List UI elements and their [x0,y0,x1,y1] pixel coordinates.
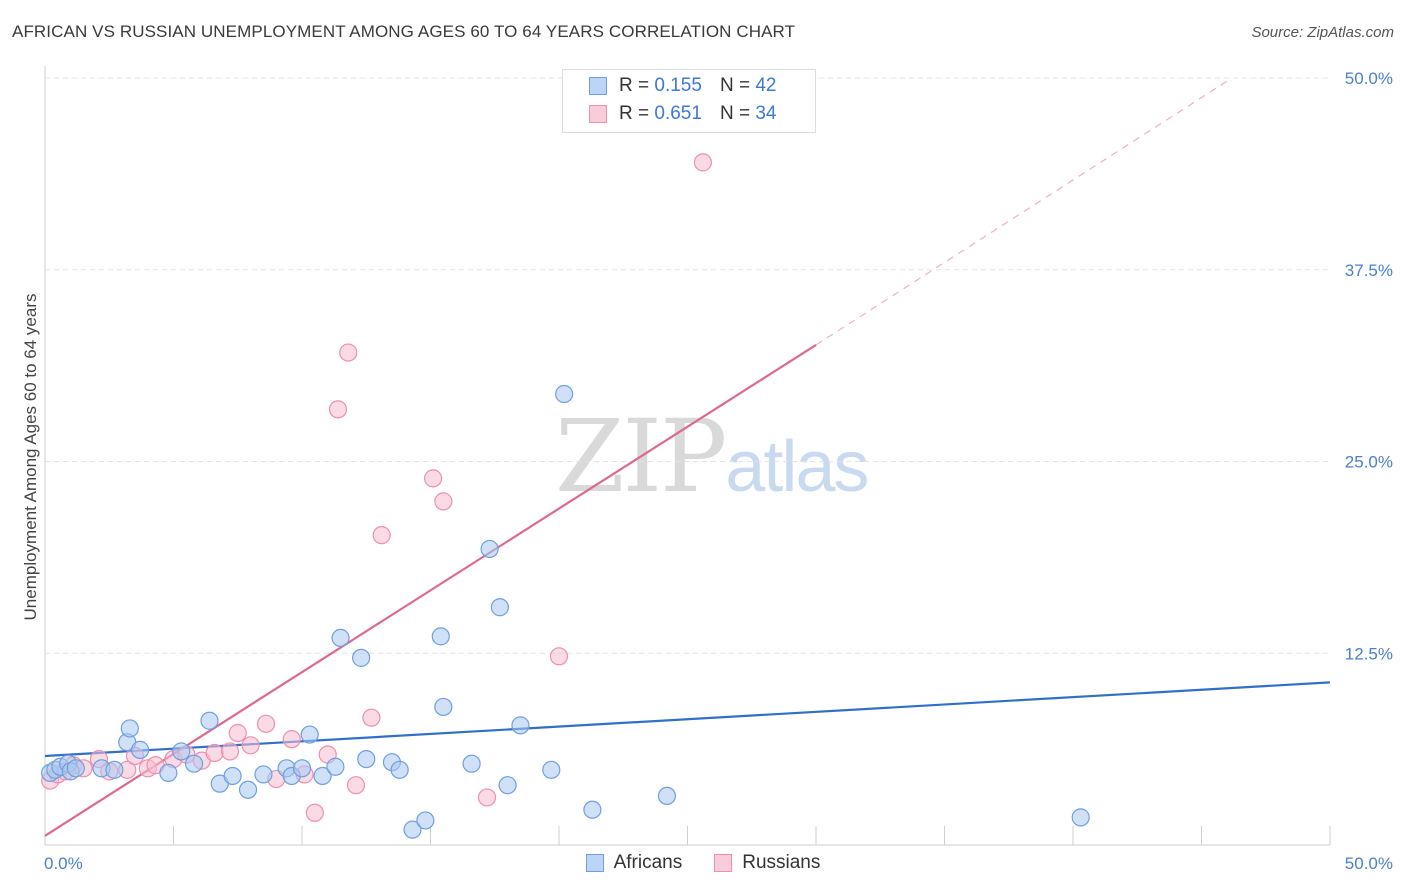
russians-point [256,714,276,733]
legend-row-russians: R = 0.651 N = 34 [589,101,776,127]
legend-n-value: 42 [755,75,777,96]
stats-legend: R = 0.155 N = 42 R = 0.651 N = 34 [562,69,816,133]
legend-africans-label: Africans [613,852,683,873]
africans-point [238,780,258,799]
legend-r-label: R = [619,75,650,96]
legend-item-africans[interactable]: Africans [585,852,683,874]
africans-point [434,697,453,717]
russians-point [339,343,358,362]
trend-lines [44,80,1331,837]
africans-trend-line [44,681,1331,758]
africans-point [583,800,602,819]
russians-point [205,743,224,763]
russians-swatch [589,105,607,123]
x-tick-label: 0.0% [44,854,83,873]
africans-point [498,776,517,795]
y-tick-label: 12.5% [1345,644,1393,663]
series-legend: Africans Russians [0,852,1406,874]
russians-point [362,708,381,727]
africans-point [66,759,85,778]
russians-point [372,526,391,545]
africans-point [254,765,273,784]
x-tick-label: 50.0% [1345,854,1393,873]
russians-point [477,788,497,807]
africans-point [184,754,204,773]
russians-points [41,153,713,822]
russians-point [282,730,301,749]
africans-point [390,760,409,779]
y-tick-label: 50.0% [1345,69,1393,88]
africans-point [326,757,345,776]
africans-point [403,820,422,839]
africans-point [200,711,219,730]
africans-point [357,749,376,769]
russians-point [346,776,366,795]
africans-point [223,766,242,786]
africans-point [416,811,435,830]
africans-point [555,384,574,404]
russians-trend-extension [815,80,1228,346]
africans-point [120,719,139,738]
russians-point [228,723,247,743]
russians-point [305,803,324,822]
africans-point [172,742,191,761]
africans-point [300,725,319,744]
chart-title: AFRICAN VS RUSSIAN UNEMPLOYMENT AMONG AG… [12,22,796,41]
legend-r-value: 0.651 [654,103,702,124]
legend-r-value: 0.155 [654,75,702,96]
chart-source: Source: ZipAtlas.com [1251,24,1394,41]
africans-point [331,628,350,648]
africans-point [1071,808,1090,827]
africans-point [480,539,499,559]
africans-point [159,763,178,783]
africans-swatch [589,77,607,95]
y-tick-label: 25.0% [1345,453,1393,472]
russians-point [328,400,348,419]
x-tick-labels: 0.0% 50.0% [44,854,1393,873]
russians-point [241,736,260,755]
y-tick-label: 37.5% [1345,261,1393,280]
africans-point [490,598,509,617]
africans-point [511,716,530,735]
legend-n-value: 34 [755,103,777,124]
africans-point [542,760,561,779]
africans-legend-swatch [585,854,604,872]
legend-n-label: N = [719,75,751,96]
axes [44,66,1331,846]
africans-point [105,760,124,779]
russians-point [423,469,443,488]
russians-point [693,153,713,172]
africans-point [352,648,371,667]
africans-point [313,766,332,786]
africans-point [130,740,150,759]
legend-russians-label: Russians [742,852,821,873]
legend-item-russians[interactable]: Russians [714,852,820,874]
watermark-atlas: atlas [725,427,869,507]
africans-points [41,384,1090,839]
russians-point [220,742,240,761]
russians-point [434,492,453,511]
y-axis-label: Unemployment Among Ages 60 to 64 years [21,294,40,621]
africans-point [431,627,450,646]
y-tick-labels: 12.5% 25.0% 37.5% 50.0% [1345,69,1393,663]
legend-r-label: R = [619,103,650,124]
legend-row-africans: R = 0.155 N = 42 [589,73,776,99]
legend-n-label: N = [719,103,751,124]
africans-point [292,759,312,778]
russians-legend-swatch [714,854,733,872]
watermark: ZIPatlas [555,398,869,515]
russians-point [549,647,569,666]
africans-point [657,786,677,806]
africans-point [462,754,481,773]
grid-lines [45,77,1330,654]
